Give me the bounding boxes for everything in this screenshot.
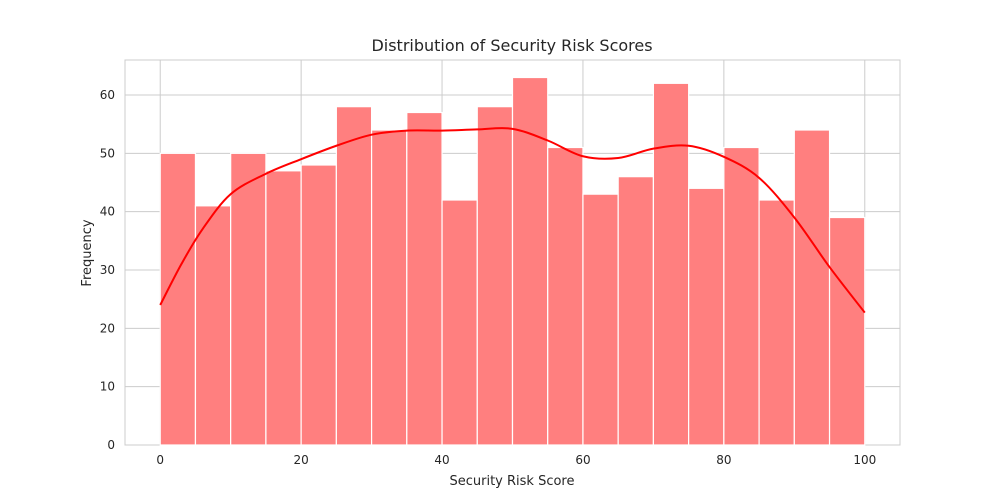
histogram-bar	[652, 82, 690, 446]
histogram-bar	[758, 199, 795, 446]
y-tick-labels: 0 10 20 30 40 50 60	[100, 88, 115, 452]
histogram-bar	[547, 146, 584, 446]
y-tick-label: 10	[100, 380, 115, 394]
y-tick-label: 50	[100, 146, 115, 160]
histogram-bars	[159, 76, 866, 446]
y-tick-label: 40	[100, 205, 115, 219]
histogram-bar	[370, 129, 408, 446]
histogram-bar	[793, 129, 831, 446]
chart-title: Distribution of Security Risk Scores	[371, 36, 652, 55]
x-tick-label: 80	[716, 453, 731, 467]
x-tick-label: 100	[853, 453, 876, 467]
histogram-bar	[723, 146, 760, 446]
histogram-bar	[511, 76, 549, 446]
histogram-bar	[300, 164, 337, 446]
kde-curve	[159, 127, 866, 314]
histogram-bar	[688, 187, 725, 446]
x-tick-label: 0	[156, 453, 164, 467]
histogram-bar	[582, 193, 619, 446]
y-tick-label: 20	[100, 321, 115, 335]
y-tick-label: 30	[100, 263, 115, 277]
x-tick-labels: 0 20 40 60 80 100	[156, 453, 876, 467]
histogram-bar	[406, 111, 443, 446]
histogram-bar	[828, 216, 866, 446]
histogram-bar	[617, 176, 655, 446]
x-tick-label: 60	[575, 453, 590, 467]
histogram-bar	[194, 205, 232, 446]
histogram-bar	[265, 170, 302, 446]
x-tick-label: 40	[434, 453, 449, 467]
histogram-bar	[159, 152, 197, 446]
y-tick-label: 0	[107, 438, 115, 452]
histogram-bar	[441, 199, 478, 446]
x-axis-label: Security Risk Score	[449, 474, 574, 489]
histogram-bar	[230, 152, 267, 446]
histogram-bar	[335, 106, 373, 446]
x-tick-label: 20	[293, 453, 308, 467]
histogram-bar	[476, 106, 514, 446]
y-tick-label: 60	[100, 88, 115, 102]
y-axis-label: Frequency	[80, 219, 95, 286]
